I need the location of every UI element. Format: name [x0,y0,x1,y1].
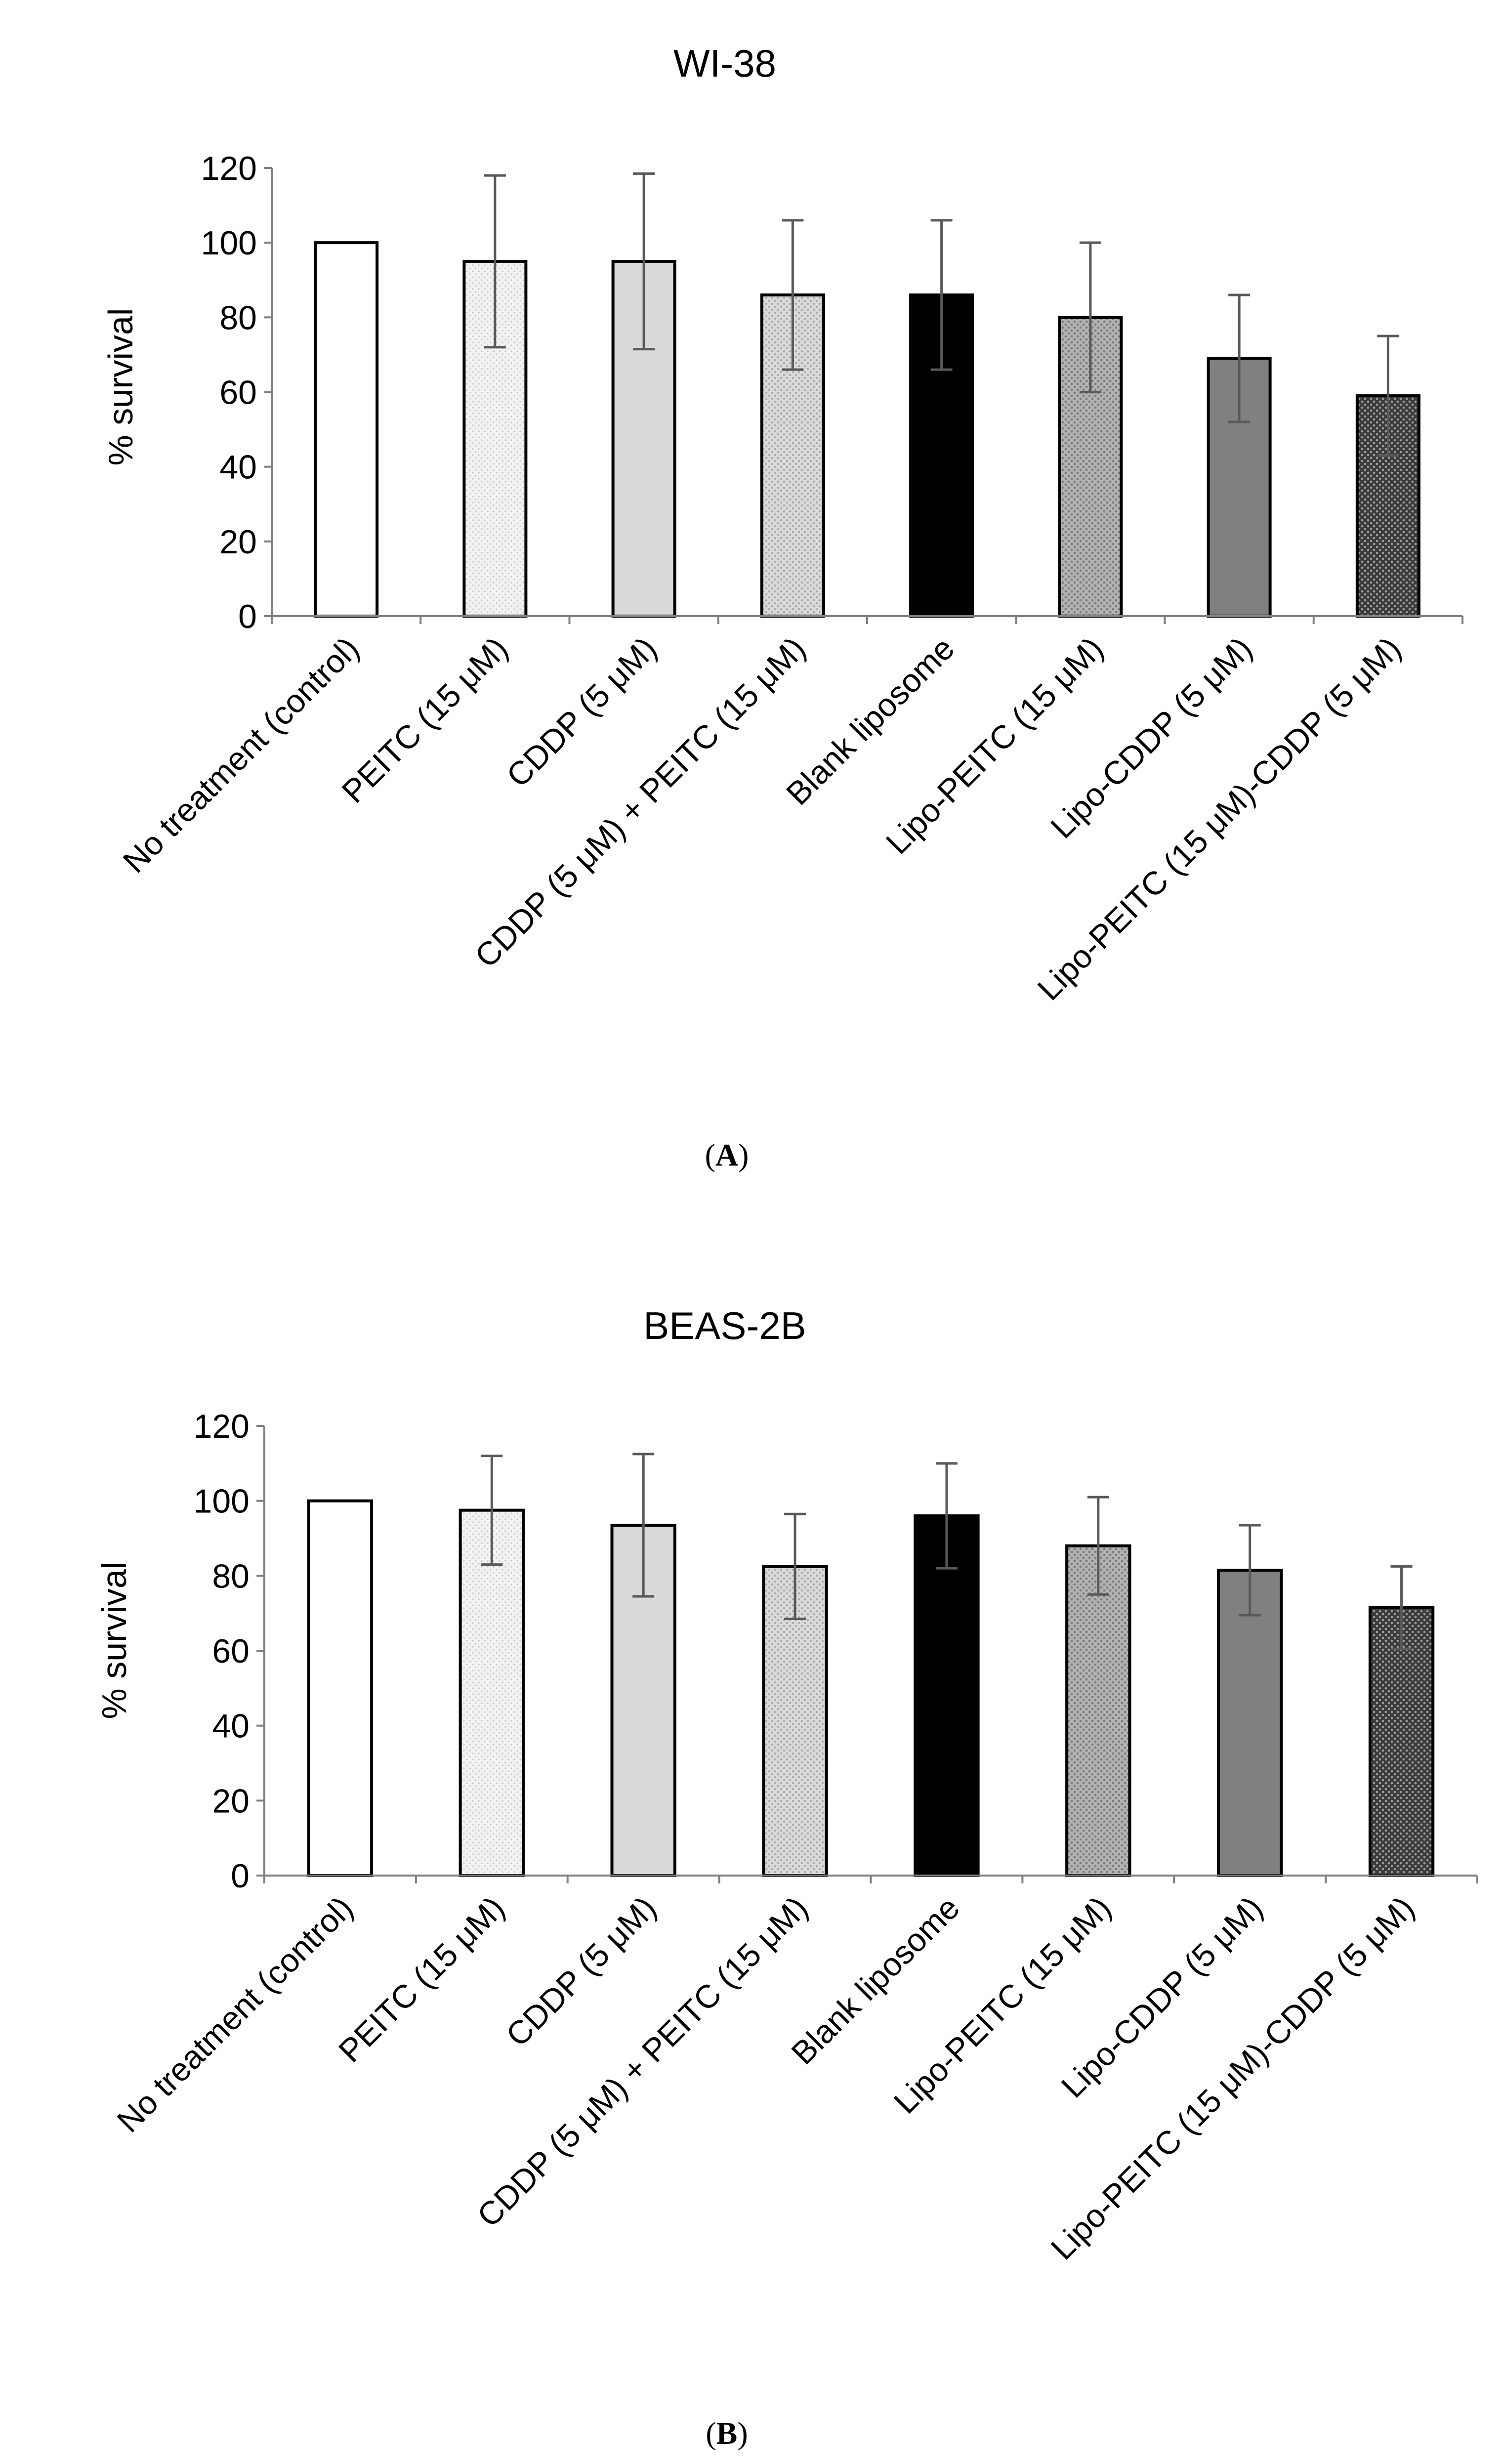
panel-label: (B) [706,2416,748,2451]
bar [307,1499,374,1878]
category-label: CDDP (5 μM) + PEITC (15 μM) [470,1889,815,2234]
bar [314,241,379,618]
panel-label: (A) [705,1137,749,1172]
y-tick-label: 20 [212,1782,250,1820]
y-tick-label: 60 [219,374,257,412]
y-tick-label: 100 [201,224,257,262]
panel-label-letter: A [715,1137,738,1172]
bar [1217,1568,1283,1877]
y-tick-label: 80 [219,299,257,336]
y-tick-labels: 0 20 40 60 80 100 120 [194,1408,250,1895]
y-tick-label: 0 [238,598,257,635]
axes [256,1425,1478,1883]
y-tick-label: 40 [212,1708,250,1745]
y-axis-label: % survival [101,308,140,466]
category-label: CDDP (5 μM) [500,630,664,794]
y-tick-label: 120 [201,150,257,187]
category-label: No treatment (control) [110,1889,360,2139]
y-tick-label: 120 [194,1408,250,1445]
bars [314,241,1420,618]
bar [914,1514,980,1877]
panel-label-letter: B [716,2416,738,2451]
y-tick-label: 0 [231,1857,250,1895]
y-axis-label: % survival [95,1562,133,1719]
bar [909,293,974,618]
y-tick-label: 100 [194,1483,250,1520]
error-bars [484,172,1399,457]
category-label: No treatment (control) [116,630,366,880]
category-labels: No treatment (control)PEITC (15 μM)CDDP … [110,1889,1421,2267]
y-tick-label: 20 [219,523,257,561]
y-tick-label: 80 [212,1557,250,1595]
chart-title: BEAS-2B [643,1304,806,1347]
bar [1065,1544,1131,1878]
bars [307,1499,1435,1878]
y-tick-label: 60 [212,1632,250,1670]
y-tick-label: 40 [219,449,257,486]
chart-panel-a: WI-38 % survival 0 20 40 60 80 100 120 No trea… [101,42,1463,1172]
chart-title: WI-38 [673,42,776,85]
category-label: CDDP (5 μM) + PEITC (15 μM) [468,630,813,975]
category-label: CDDP (5 μM) [499,1889,663,2053]
category-labels: No treatment (control)PEITC (15 μM)CDDP … [116,630,1408,1007]
error-bars [481,1453,1413,1650]
bar [1368,1606,1435,1878]
chart-panel-b: BEAS-2B % survival 0 20 40 60 80 100 120 No tr… [95,1304,1478,2451]
bar [459,1508,525,1877]
axes [264,167,1463,624]
y-tick-labels: 0 20 40 60 80 100 120 [201,150,257,635]
